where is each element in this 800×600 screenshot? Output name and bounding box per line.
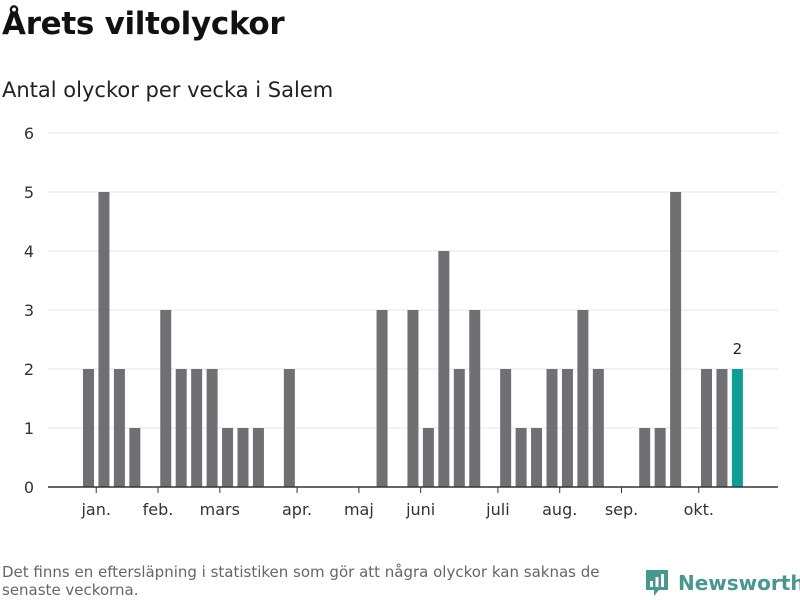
bar (531, 428, 543, 487)
bar (191, 369, 203, 487)
brand-logo[interactable]: Newsworthy (644, 568, 800, 598)
bar (175, 369, 187, 487)
y-tick-label: 6 (24, 124, 34, 143)
y-tick-label: 2 (24, 360, 34, 379)
bar (422, 428, 434, 487)
bar (83, 369, 94, 487)
x-tick-label: okt. (684, 500, 714, 519)
bar (701, 369, 712, 487)
bar (670, 192, 682, 487)
bar (500, 369, 512, 487)
x-tick-label: sep. (605, 500, 638, 519)
footnote: Det finns en eftersläpning i statistiken… (2, 563, 600, 599)
bar (129, 428, 141, 487)
bar (98, 192, 110, 487)
bar (113, 369, 125, 487)
x-tick-label: juli (485, 500, 509, 519)
bar (639, 428, 651, 487)
bar (515, 428, 527, 487)
y-axis-ticks: 0 1 2 3 4 5 6 (24, 124, 34, 497)
y-tick-label: 0 (24, 478, 34, 497)
x-tick-label: mars (200, 500, 240, 519)
bar (237, 428, 249, 487)
bar (438, 251, 450, 487)
bars (83, 192, 743, 487)
bar-highlight (731, 369, 743, 487)
x-axis-ticks: jan. feb. mars apr. maj juni juli aug. sep. okt. (80, 487, 714, 519)
y-tick-label: 4 (24, 242, 34, 261)
y-tick-label: 5 (24, 183, 34, 202)
bar (453, 369, 465, 487)
bar (160, 310, 172, 487)
chart-title: Årets viltolyckor (2, 6, 285, 42)
x-tick-label: feb. (143, 500, 174, 519)
bar (577, 310, 589, 487)
bar (376, 310, 388, 487)
x-tick-label: maj (344, 500, 374, 519)
bar (222, 428, 234, 487)
highlight-data-label: 2 (733, 340, 743, 358)
bar (592, 369, 604, 487)
newsworthy-logo-icon (646, 570, 668, 596)
chart-subtitle: Antal olyckor per vecka i Salem (2, 78, 334, 102)
bar-chart: 0 1 2 3 4 5 6 jan. feb. mars apr. maj juni juli aug. s… (24, 124, 778, 519)
bar (469, 310, 481, 487)
data-labels: 2 (733, 340, 743, 358)
bar (561, 369, 573, 487)
y-tick-label: 1 (24, 419, 34, 438)
bar (716, 369, 728, 487)
bar (546, 369, 558, 487)
bar (283, 369, 295, 487)
x-tick-label: aug. (542, 500, 577, 519)
y-tick-label: 3 (24, 301, 34, 320)
x-tick-label: apr. (282, 500, 312, 519)
brand-name: Newsworthy (678, 571, 800, 595)
bar (407, 310, 419, 487)
bar (654, 428, 666, 487)
x-tick-label: juni (405, 500, 435, 519)
bar (252, 428, 264, 487)
x-tick-label: jan. (80, 500, 110, 519)
bar (206, 369, 218, 487)
